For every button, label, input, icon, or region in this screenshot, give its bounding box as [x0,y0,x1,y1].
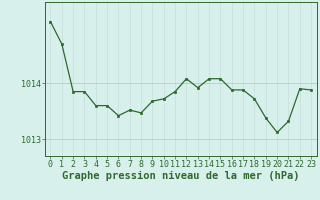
X-axis label: Graphe pression niveau de la mer (hPa): Graphe pression niveau de la mer (hPa) [62,171,300,181]
